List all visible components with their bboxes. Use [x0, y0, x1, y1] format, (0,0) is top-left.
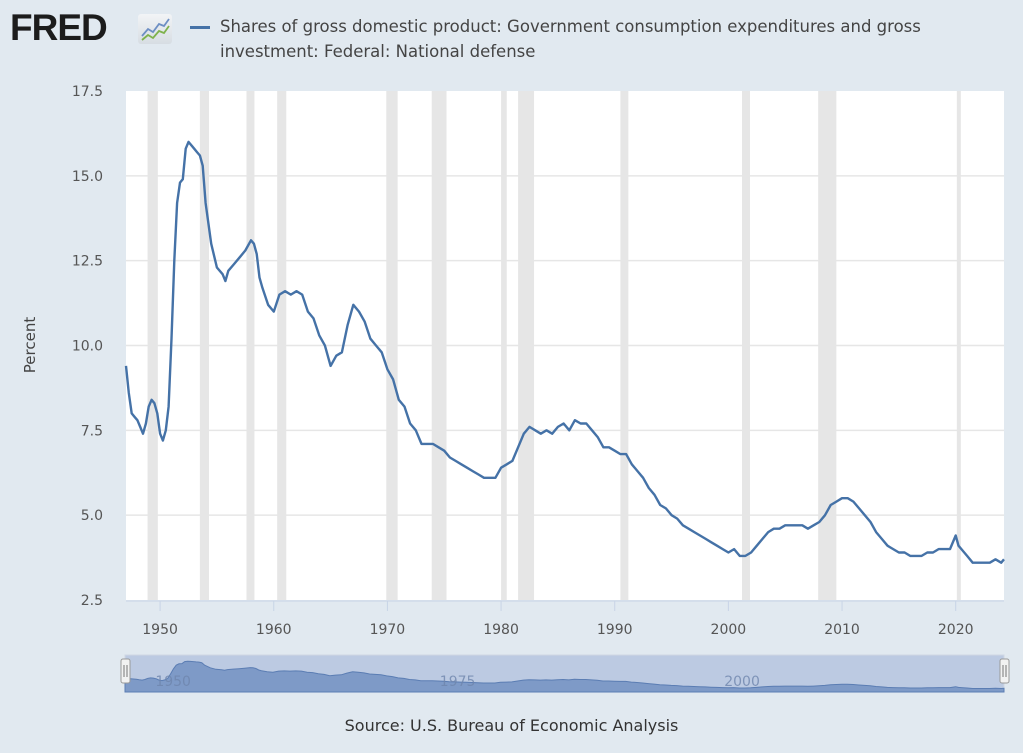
x-tick-label: 2000	[711, 622, 747, 638]
series-layer	[124, 140, 1005, 564]
x-tick-label: 1970	[370, 622, 406, 638]
navigator-right-handle[interactable]	[999, 658, 1010, 684]
y-tick-label: 2.5	[81, 593, 103, 609]
x-axis-ticks: 1950 1960 1970 1980 1990 2000 2010 2020	[142, 601, 974, 638]
y-axis-ticks: 2.5 5.0 7.5 10.0 12.5 15.0 17.5	[72, 84, 103, 609]
x-tick-label: 1980	[483, 622, 519, 638]
y-tick-label: 17.5	[72, 84, 103, 100]
series-line[interactable]	[124, 140, 1005, 564]
legend-series-title[interactable]: Shares of gross domestic product: Govern…	[220, 17, 921, 61]
navigator-label: 2000	[724, 674, 760, 690]
y-tick-label: 7.5	[81, 423, 103, 439]
y-axis-label: Percent	[21, 317, 39, 374]
navigator-left-handle[interactable]	[120, 658, 131, 684]
navigator-label: 1950	[155, 674, 191, 690]
chart-header: FRED Shares of gross domestic product: G…	[10, 8, 1010, 68]
y-tick-label: 12.5	[72, 254, 103, 270]
x-tick-label: 2010	[824, 622, 860, 638]
navigator: 1950 1975 2000	[120, 654, 1010, 693]
navigator-label: 1975	[440, 674, 476, 690]
x-tick-label: 1990	[597, 622, 633, 638]
grid-lines	[126, 175, 1004, 602]
drag-handle-icon[interactable]	[120, 658, 131, 684]
y-tick-label: 5.0	[81, 508, 103, 524]
y-tick-label: 15.0	[72, 169, 103, 185]
x-tick-label: 1950	[142, 622, 178, 638]
x-tick-label: 2020	[938, 622, 974, 638]
y-tick-label: 10.0	[72, 339, 103, 355]
drag-handle-icon[interactable]	[999, 658, 1010, 684]
fred-chart-icon[interactable]	[138, 14, 172, 44]
x-tick-label: 1960	[256, 622, 292, 638]
navigator-series-area	[124, 660, 1005, 693]
fred-logo[interactable]: FRED	[10, 7, 108, 48]
source-note: Source: U.S. Bureau of Economic Analysis	[344, 716, 679, 735]
legend-swatch	[190, 26, 210, 29]
